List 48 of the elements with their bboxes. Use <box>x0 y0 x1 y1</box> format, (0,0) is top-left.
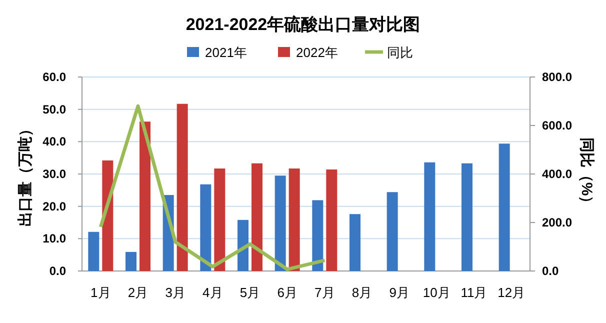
bar <box>214 168 226 271</box>
x-tick-label: 7月 <box>314 285 335 300</box>
x-tick-label: 1月 <box>90 285 111 300</box>
y2-axis-title: 同比（%） <box>578 137 595 211</box>
bar <box>176 104 188 271</box>
line-series <box>98 104 326 272</box>
bar <box>140 122 150 271</box>
bar <box>88 232 100 271</box>
x-tick-label: 4月 <box>202 285 223 300</box>
x-tick-label: 11月 <box>460 285 488 300</box>
x-tick-label: 6月 <box>277 285 298 300</box>
bar <box>200 184 212 271</box>
x-tick-label: 10月 <box>422 285 450 300</box>
y-tick-label: 0.0 <box>49 264 66 278</box>
legend-label: 2021年 <box>205 45 247 60</box>
bar <box>238 220 248 271</box>
bar <box>288 168 300 271</box>
bar <box>312 200 324 271</box>
y-tick-label: 30.0 <box>42 167 66 181</box>
y2-tick-label: 800.0 <box>542 70 572 84</box>
bar <box>424 162 436 271</box>
y2-tick-label: 0.0 <box>542 264 560 278</box>
y2-tick-label: 400.0 <box>542 167 572 181</box>
y-tick-label: 10.0 <box>42 232 66 246</box>
bar <box>498 144 510 271</box>
bar <box>126 252 136 271</box>
legend-label: 2022年 <box>296 45 338 60</box>
y-axis-title: 出口量（万吨） <box>17 122 34 226</box>
chart-title: 2021-2022年硫酸出口量对比图 <box>186 15 420 34</box>
bar <box>274 176 286 271</box>
x-tick-label: 12月 <box>498 285 526 300</box>
x-tick-label: 2月 <box>128 285 148 300</box>
y2-tick-label: 600.0 <box>542 118 572 132</box>
y2-tick-label: 200.0 <box>542 216 572 230</box>
x-tick-label: 3月 <box>165 285 186 300</box>
bar <box>326 169 338 271</box>
bar <box>386 192 398 271</box>
x-tick-label: 5月 <box>240 285 260 300</box>
y-tick-label: 40.0 <box>42 134 66 149</box>
bar <box>462 163 472 271</box>
legend-label: 同比 <box>387 45 413 60</box>
y-tick-label: 50.0 <box>42 102 66 116</box>
y-tick-label: 20.0 <box>42 199 66 214</box>
bar <box>252 163 262 271</box>
bar <box>350 214 360 271</box>
x-tick-label: 8月 <box>352 285 372 300</box>
x-tick-label: 9月 <box>389 285 410 300</box>
y-tick-label: 60.0 <box>42 70 66 84</box>
